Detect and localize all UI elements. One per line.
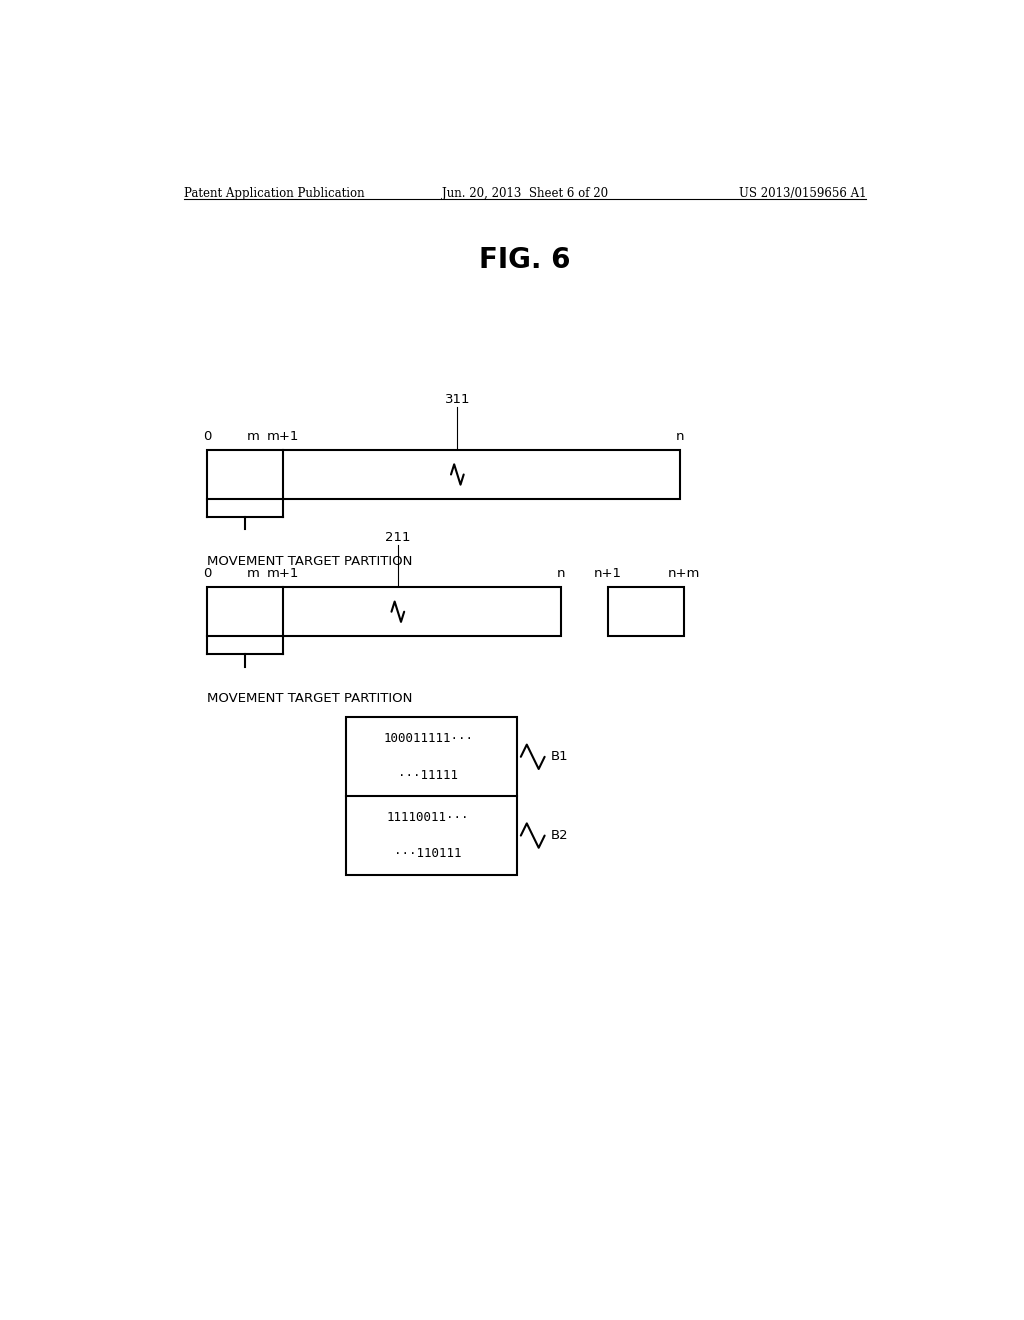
Text: n: n [556,568,565,581]
Text: US 2013/0159656 A1: US 2013/0159656 A1 [738,187,866,199]
Text: m: m [247,430,260,444]
Text: 0: 0 [203,568,212,581]
Bar [346,718,517,875]
Text: 100011111···: 100011111··· [383,733,473,744]
Text: n: n [675,430,684,444]
Text: MOVEMENT TARGET PARTITION: MOVEMENT TARGET PARTITION [207,554,413,568]
Text: Patent Application Publication: Patent Application Publication [183,187,365,199]
Text: ···110111: ···110111 [394,847,462,861]
Text: FIG. 6: FIG. 6 [479,246,570,275]
Text: n+m: n+m [668,568,699,581]
Text: m: m [247,568,260,581]
Text: Jun. 20, 2013  Sheet 6 of 20: Jun. 20, 2013 Sheet 6 of 20 [441,187,608,199]
Bar [207,450,680,499]
Text: 11110011···: 11110011··· [387,810,469,824]
Text: 0: 0 [203,430,212,444]
Text: m+1: m+1 [266,430,299,444]
Text: m+1: m+1 [266,568,299,581]
Text: B1: B1 [551,750,568,763]
Text: 311: 311 [444,393,470,407]
Text: MOVEMENT TARGET PARTITION: MOVEMENT TARGET PARTITION [207,692,413,705]
Bar [608,587,683,636]
Text: 211: 211 [385,531,411,544]
Text: n+1: n+1 [594,568,623,581]
Text: ···11111: ···11111 [398,768,458,781]
Text: B2: B2 [551,829,568,842]
Bar [207,587,560,636]
